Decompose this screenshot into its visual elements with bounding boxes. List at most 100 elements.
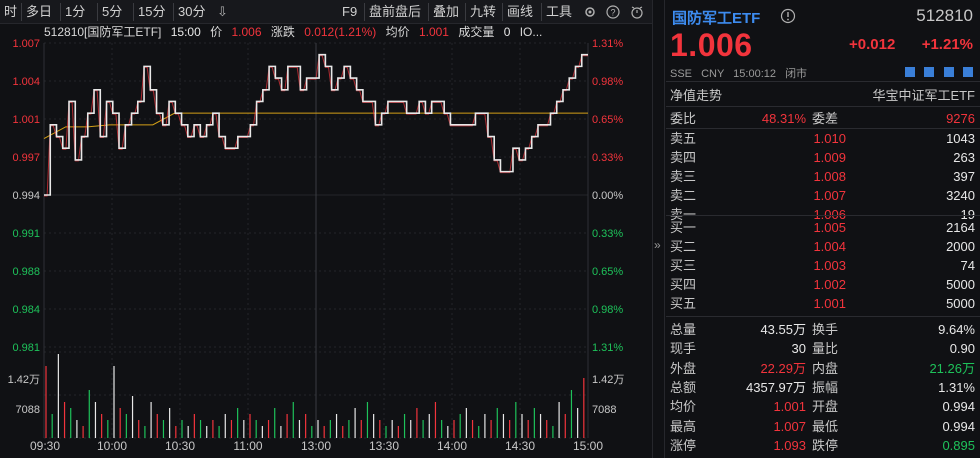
stat-value: 22.29万 [760, 360, 806, 376]
intraday-chart[interactable]: 1.007 1.004 1.001 0.997 0.994 0.991 0.988 0.984… [0, 24, 652, 458]
stat-value: 0.994 [942, 399, 975, 415]
overlay-button[interactable]: 叠加 [428, 3, 463, 21]
tab-30min[interactable]: 30分 [173, 3, 209, 21]
nine-turn-button[interactable]: 九转 [465, 3, 500, 21]
avg-price-label: 均价 [385, 25, 410, 39]
stat-label: 涨停 [670, 437, 697, 453]
svg-text:?: ? [610, 8, 615, 18]
volume-label: 成交量 [458, 25, 495, 39]
buy-row[interactable]: 买三 1.003 74 [670, 256, 975, 275]
volume-tick-label: 7088 [16, 404, 40, 416]
stat-label: 内盘 [812, 360, 839, 376]
buy-level-volume: 74 [960, 258, 975, 273]
stat-value: 0.895 [942, 437, 975, 453]
index-name[interactable]: 华宝中证军工ETF [872, 88, 975, 103]
sell-row[interactable]: 卖二 1.007 3240 [670, 186, 975, 205]
sell-level-volume: 1043 [946, 131, 975, 146]
price-tick-label: 0.981 [12, 342, 40, 354]
sell-level-price: 1.008 [813, 169, 846, 184]
io-label: IO... [519, 25, 543, 39]
exchange-label: SSE [670, 68, 693, 80]
security-title[interactable]: 国防军工ETF [672, 10, 761, 27]
sell-row[interactable]: 卖五 1.010 1043 [670, 129, 975, 148]
currency-label: CNY [701, 68, 725, 80]
time-tick-label: 11:00 [233, 439, 262, 453]
percent-tick-label: 0.98% [592, 304, 623, 316]
buy-row[interactable]: 买五 1.001 5000 [670, 294, 975, 313]
buy-level-price: 1.002 [813, 277, 846, 292]
buy-level-label: 买三 [670, 258, 697, 273]
help-icon[interactable]: ? [606, 5, 620, 19]
chart-toolbar: 时 多日 1分 5分 15分 30分 ⇩ F9 盘前盘后 叠加 九转 画线 工具… [0, 0, 652, 24]
quote-time: 15:00:12 [733, 68, 776, 80]
percent-tick-label: 0.33% [592, 228, 623, 240]
buy-level-label: 买四 [670, 277, 697, 292]
nav-trend-label[interactable]: 净值走势 [670, 88, 723, 103]
stat-label: 均价 [670, 399, 697, 415]
collapse-arrow-icon[interactable]: » [654, 238, 661, 252]
premarket-button[interactable]: 盘前盘后 [364, 3, 425, 21]
time-axis: 09:30 10:00 10:30 11:00 13:00 13:30 14:00 14:30… [30, 439, 603, 453]
alarm-icon[interactable] [629, 4, 645, 20]
volume-bars [45, 354, 585, 438]
sell-row[interactable]: 卖一 1.006 19 [670, 205, 975, 224]
period-dropdown-icon[interactable]: ⇩ [217, 4, 228, 19]
settings-icon[interactable] [583, 5, 597, 19]
time-tick-label: 10:00 [97, 439, 127, 453]
tab-5min[interactable]: 5分 [97, 3, 126, 21]
percent-tick-label: 1.31% [592, 342, 623, 354]
time-tick-label: 13:30 [369, 439, 399, 453]
percent-tick-label: 1.31% [592, 38, 623, 50]
download-icon[interactable] [943, 67, 954, 77]
sell-row[interactable]: 卖三 1.008 397 [670, 167, 975, 186]
time-tick-label: 13:00 [301, 439, 331, 453]
alert-icon[interactable] [924, 67, 935, 77]
stat-row: 外盘 22.29万 内盘 21.26万 [670, 359, 975, 378]
percent-tick-label: 0.00% [592, 190, 623, 202]
stat-value: 4357.97万 [746, 379, 806, 395]
stat-row: 涨停 1.093 跌停 0.895 [670, 436, 975, 455]
tab-time[interactable]: 时 [4, 4, 18, 19]
info-icon[interactable] [780, 8, 796, 24]
tab-multi-day[interactable]: 多日 [21, 3, 56, 21]
buy-row[interactable]: 买一 1.005 2164 [670, 218, 975, 237]
tab-1min[interactable]: 1分 [60, 3, 89, 21]
f9-button[interactable]: F9 [342, 4, 358, 19]
stat-value: 30 [791, 341, 806, 357]
percent-tick-label: 0.65% [592, 114, 623, 126]
time-tick-label: 14:30 [505, 439, 535, 453]
price-label: 价 [210, 25, 223, 39]
tools-button[interactable]: 工具 [541, 3, 576, 21]
panel-tools [900, 64, 973, 82]
panel-collapse-bar[interactable]: » [653, 0, 665, 458]
price-tick-label: 0.988 [12, 266, 40, 278]
stat-label: 换手 [812, 322, 839, 337]
nav-row[interactable]: 净值走势 华宝中证军工ETF [670, 86, 975, 105]
stat-label: 跌停 [812, 437, 839, 453]
price-tick-label: 1.004 [12, 76, 40, 88]
buy-level-price: 1.004 [813, 239, 846, 254]
change-label: 涨跌 [270, 25, 295, 39]
sell-level-label: 卖四 [670, 150, 697, 165]
avg-price-line [43, 112, 588, 139]
buy-row[interactable]: 买四 1.002 5000 [670, 275, 975, 294]
time-tick-label: 15:00 [573, 439, 603, 453]
order-ratio-row: 委比 48.31% 委差 9276 [670, 109, 975, 128]
market-status: 闭市 [785, 68, 808, 80]
sell-level-volume: 263 [953, 150, 975, 165]
stat-value: 9.64% [938, 322, 975, 337]
tab-15min[interactable]: 15分 [133, 3, 169, 21]
buy-row[interactable]: 买二 1.004 2000 [670, 237, 975, 256]
sell-level-label: 卖一 [670, 207, 697, 222]
buy-level-label: 买五 [670, 296, 697, 311]
edit-icon[interactable] [904, 67, 915, 77]
volume-tick-label: 1.42万 [8, 374, 40, 386]
price-change: +0.012 [849, 36, 896, 53]
price-line [44, 53, 588, 196]
share-icon[interactable] [963, 67, 973, 77]
stat-row: 总额 4357.97万 振幅 1.31% [670, 378, 975, 397]
sell-level-volume: 397 [953, 169, 975, 184]
sell-row[interactable]: 卖四 1.009 263 [670, 148, 975, 167]
draw-line-button[interactable]: 画线 [502, 3, 537, 21]
security-code: 512810 [916, 6, 973, 25]
